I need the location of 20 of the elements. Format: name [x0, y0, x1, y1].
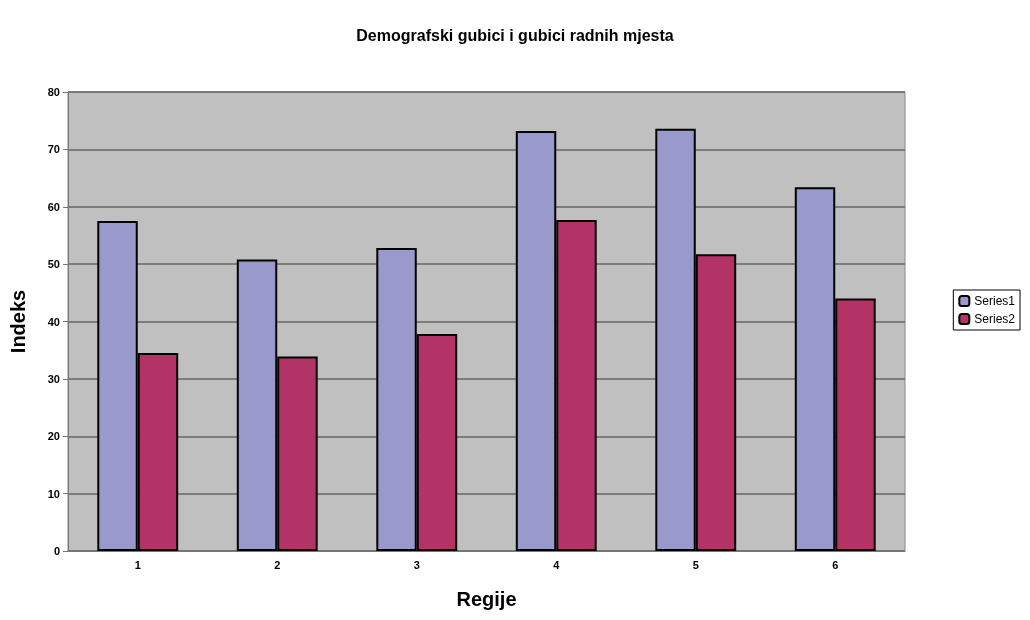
y-tick-label: 0: [53, 545, 60, 557]
y-tick-label: 50: [47, 258, 60, 271]
y-tick-label: 70: [47, 143, 60, 156]
x-tick-label: 1: [134, 558, 141, 571]
x-tick-label: 5: [692, 558, 699, 571]
y-tick-label: 30: [47, 372, 60, 385]
y-tick-label: 20: [47, 430, 60, 443]
x-tick-label: 6: [832, 558, 839, 571]
legend-label: Series2: [974, 312, 1016, 326]
y-tick-label: 40: [47, 315, 60, 328]
x-axis-title: Regije: [456, 588, 517, 610]
x-tick-label: 4: [553, 558, 561, 571]
y-tick-label: 80: [47, 86, 60, 98]
chart-title: Demografski gubici i gubici radnih mjesta: [356, 26, 674, 44]
y-tick-label: 60: [47, 200, 60, 213]
legend-label: Series1: [974, 294, 1016, 308]
y-axis-title: Indeks: [7, 289, 29, 354]
x-tick-label: 2: [274, 558, 281, 571]
x-tick-label: 3: [413, 558, 420, 571]
y-tick-label: 10: [47, 487, 60, 500]
